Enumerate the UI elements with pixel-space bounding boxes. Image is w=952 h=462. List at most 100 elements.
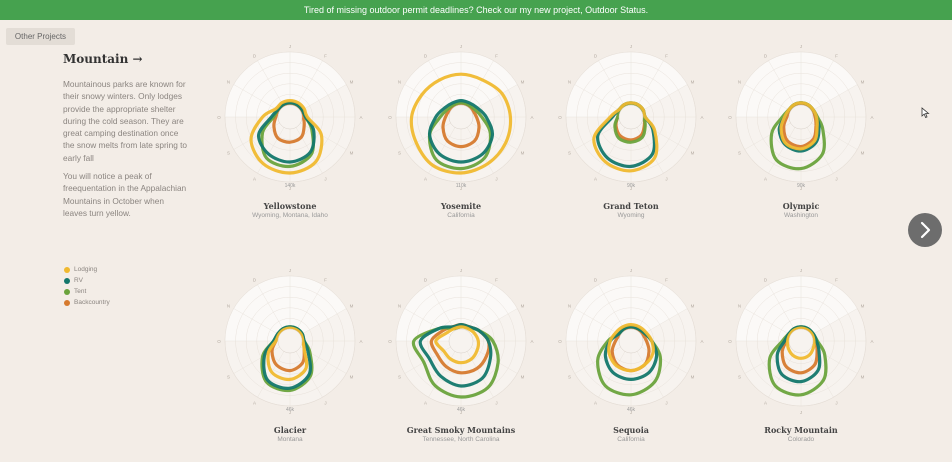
- month-tick-label: J: [460, 410, 462, 415]
- park-chart-grand-teton[interactable]: J F M A M J J A S O N D 90k: [558, 44, 703, 191]
- park-state-yellowstone: Wyoming, Montana, Idaho: [252, 212, 328, 219]
- chart-center: [618, 104, 644, 130]
- category-title[interactable]: Mountain →: [63, 52, 143, 66]
- chart-center: [277, 328, 303, 354]
- month-tick-label: A: [764, 176, 767, 181]
- grid-ring: [427, 307, 495, 375]
- month-tick-label: M: [521, 304, 525, 309]
- park-chart-yellowstone[interactable]: J F M A M J J A S O N D 140k: [217, 44, 362, 191]
- park-chart-glacier[interactable]: J F M A M J J A S O N D 46k: [217, 268, 362, 415]
- month-tick-label: M: [350, 375, 354, 380]
- park-state-sequoia: California: [617, 436, 645, 443]
- grid-spoke: [471, 308, 518, 336]
- month-tick-label: N: [738, 80, 741, 85]
- grid-spoke: [295, 60, 323, 107]
- grid-spoke: [768, 127, 796, 174]
- series-rv-glacier: [262, 325, 312, 390]
- grid-ring: [757, 297, 846, 386]
- park-name-olympic[interactable]: Olympic: [782, 201, 820, 211]
- month-tick-label: S: [568, 375, 571, 380]
- grid-ring: [576, 286, 686, 396]
- grid-ring: [778, 94, 824, 140]
- series-tent-yellowstone: [260, 101, 315, 169]
- month-tick-label: S: [398, 151, 401, 156]
- grid-spoke: [636, 351, 664, 398]
- park-name-great-smoky-mountains[interactable]: Great Smoky Mountains: [406, 425, 516, 435]
- month-tick-label: N: [398, 304, 401, 309]
- month-tick-label: A: [700, 339, 703, 344]
- legend-label-lodging: Lodging: [74, 266, 98, 273]
- grid-spoke: [257, 127, 285, 174]
- grid-spoke: [598, 127, 626, 174]
- month-tick-label: F: [324, 278, 327, 283]
- park-name-glacier[interactable]: Glacier: [273, 425, 307, 435]
- month-tick-label: N: [227, 304, 230, 309]
- grid-ring: [597, 83, 665, 151]
- month-tick-label: D: [424, 278, 428, 283]
- promo-banner[interactable]: Tired of missing outdoor permit deadline…: [0, 0, 952, 20]
- month-tick-label: J: [289, 44, 291, 49]
- park-chart-great-smoky-mountains[interactable]: J F M A M J J A S O N D 46k: [388, 268, 533, 415]
- grid-spoke: [233, 84, 280, 112]
- legend-label-backcountry: Backcountry: [74, 299, 110, 306]
- park-name-grand-teton[interactable]: Grand Teton: [603, 201, 659, 211]
- chart-disk: [395, 275, 527, 407]
- park-name-yosemite[interactable]: Yosemite: [440, 201, 482, 211]
- park-state-grand-teton: Wyoming: [617, 212, 645, 219]
- grid-ring: [224, 51, 356, 183]
- grid-ring: [224, 275, 356, 407]
- month-tick-label: S: [227, 375, 230, 380]
- grid-ring: [735, 51, 867, 183]
- other-projects-button[interactable]: Other Projects: [6, 28, 75, 45]
- grid-spoke: [641, 308, 688, 336]
- month-tick-label: M: [861, 151, 865, 156]
- park-name-sequoia[interactable]: Sequoia: [613, 425, 649, 435]
- park-state-olympic: Washington: [783, 212, 819, 219]
- series-lodging-yosemite: [409, 72, 513, 175]
- grid-spoke: [300, 122, 347, 150]
- month-tick-label: F: [324, 54, 327, 59]
- park-name-yellowstone[interactable]: Yellowstone: [263, 201, 317, 211]
- month-tick-label: J: [324, 176, 326, 181]
- month-tick-label: J: [289, 410, 291, 415]
- grid-ring: [235, 62, 345, 172]
- series-backcountry-great-smoky-mountains: [429, 323, 491, 375]
- grid-spoke: [806, 127, 834, 174]
- park-chart-yosemite[interactable]: J F M A M J J A S O N D 110k: [388, 44, 533, 191]
- grid-ring: [395, 275, 527, 407]
- scale-label: 90k: [797, 183, 806, 189]
- scale-label: 46k: [457, 407, 466, 413]
- month-tick-label: A: [530, 339, 533, 344]
- grid-spoke: [641, 84, 688, 112]
- grid-spoke: [636, 60, 664, 107]
- grid-ring: [267, 94, 313, 140]
- series-backcountry-yellowstone: [272, 102, 306, 144]
- series-tent-glacier: [260, 325, 314, 393]
- chart-center: [788, 104, 814, 130]
- grid-ring: [406, 62, 516, 172]
- grid-spoke: [233, 308, 280, 336]
- month-tick-label: M: [691, 375, 695, 380]
- grid-ring: [245, 297, 334, 386]
- series-lodging-rocky-mountain: [785, 326, 816, 360]
- park-state-rocky-mountain: Colorado: [787, 436, 815, 443]
- grid-spoke: [806, 60, 834, 107]
- park-chart-olympic[interactable]: J F M A M J J A S O N D 90k: [728, 44, 873, 191]
- month-tick-label: J: [630, 268, 632, 273]
- series-backcountry-glacier: [270, 326, 306, 373]
- month-tick-label: S: [227, 151, 230, 156]
- month-tick-label: J: [835, 400, 837, 405]
- park-name-rocky-mountain[interactable]: Rocky Mountain: [764, 425, 838, 435]
- park-chart-rocky-mountain[interactable]: J F M A M J J A S O N D: [728, 268, 873, 415]
- grid-ring: [778, 318, 824, 364]
- park-chart-sequoia[interactable]: J F M A M J J A S O N D 46k: [558, 268, 703, 415]
- series-tent-yosemite: [427, 101, 493, 171]
- next-button[interactable]: [908, 213, 942, 247]
- month-tick-label: J: [630, 410, 632, 415]
- winter-shade: [225, 52, 347, 117]
- month-tick-label: F: [665, 54, 668, 59]
- grid-spoke: [744, 84, 791, 112]
- grid-ring: [587, 72, 676, 161]
- grid-spoke: [636, 284, 664, 331]
- scale-label: 90k: [627, 183, 636, 189]
